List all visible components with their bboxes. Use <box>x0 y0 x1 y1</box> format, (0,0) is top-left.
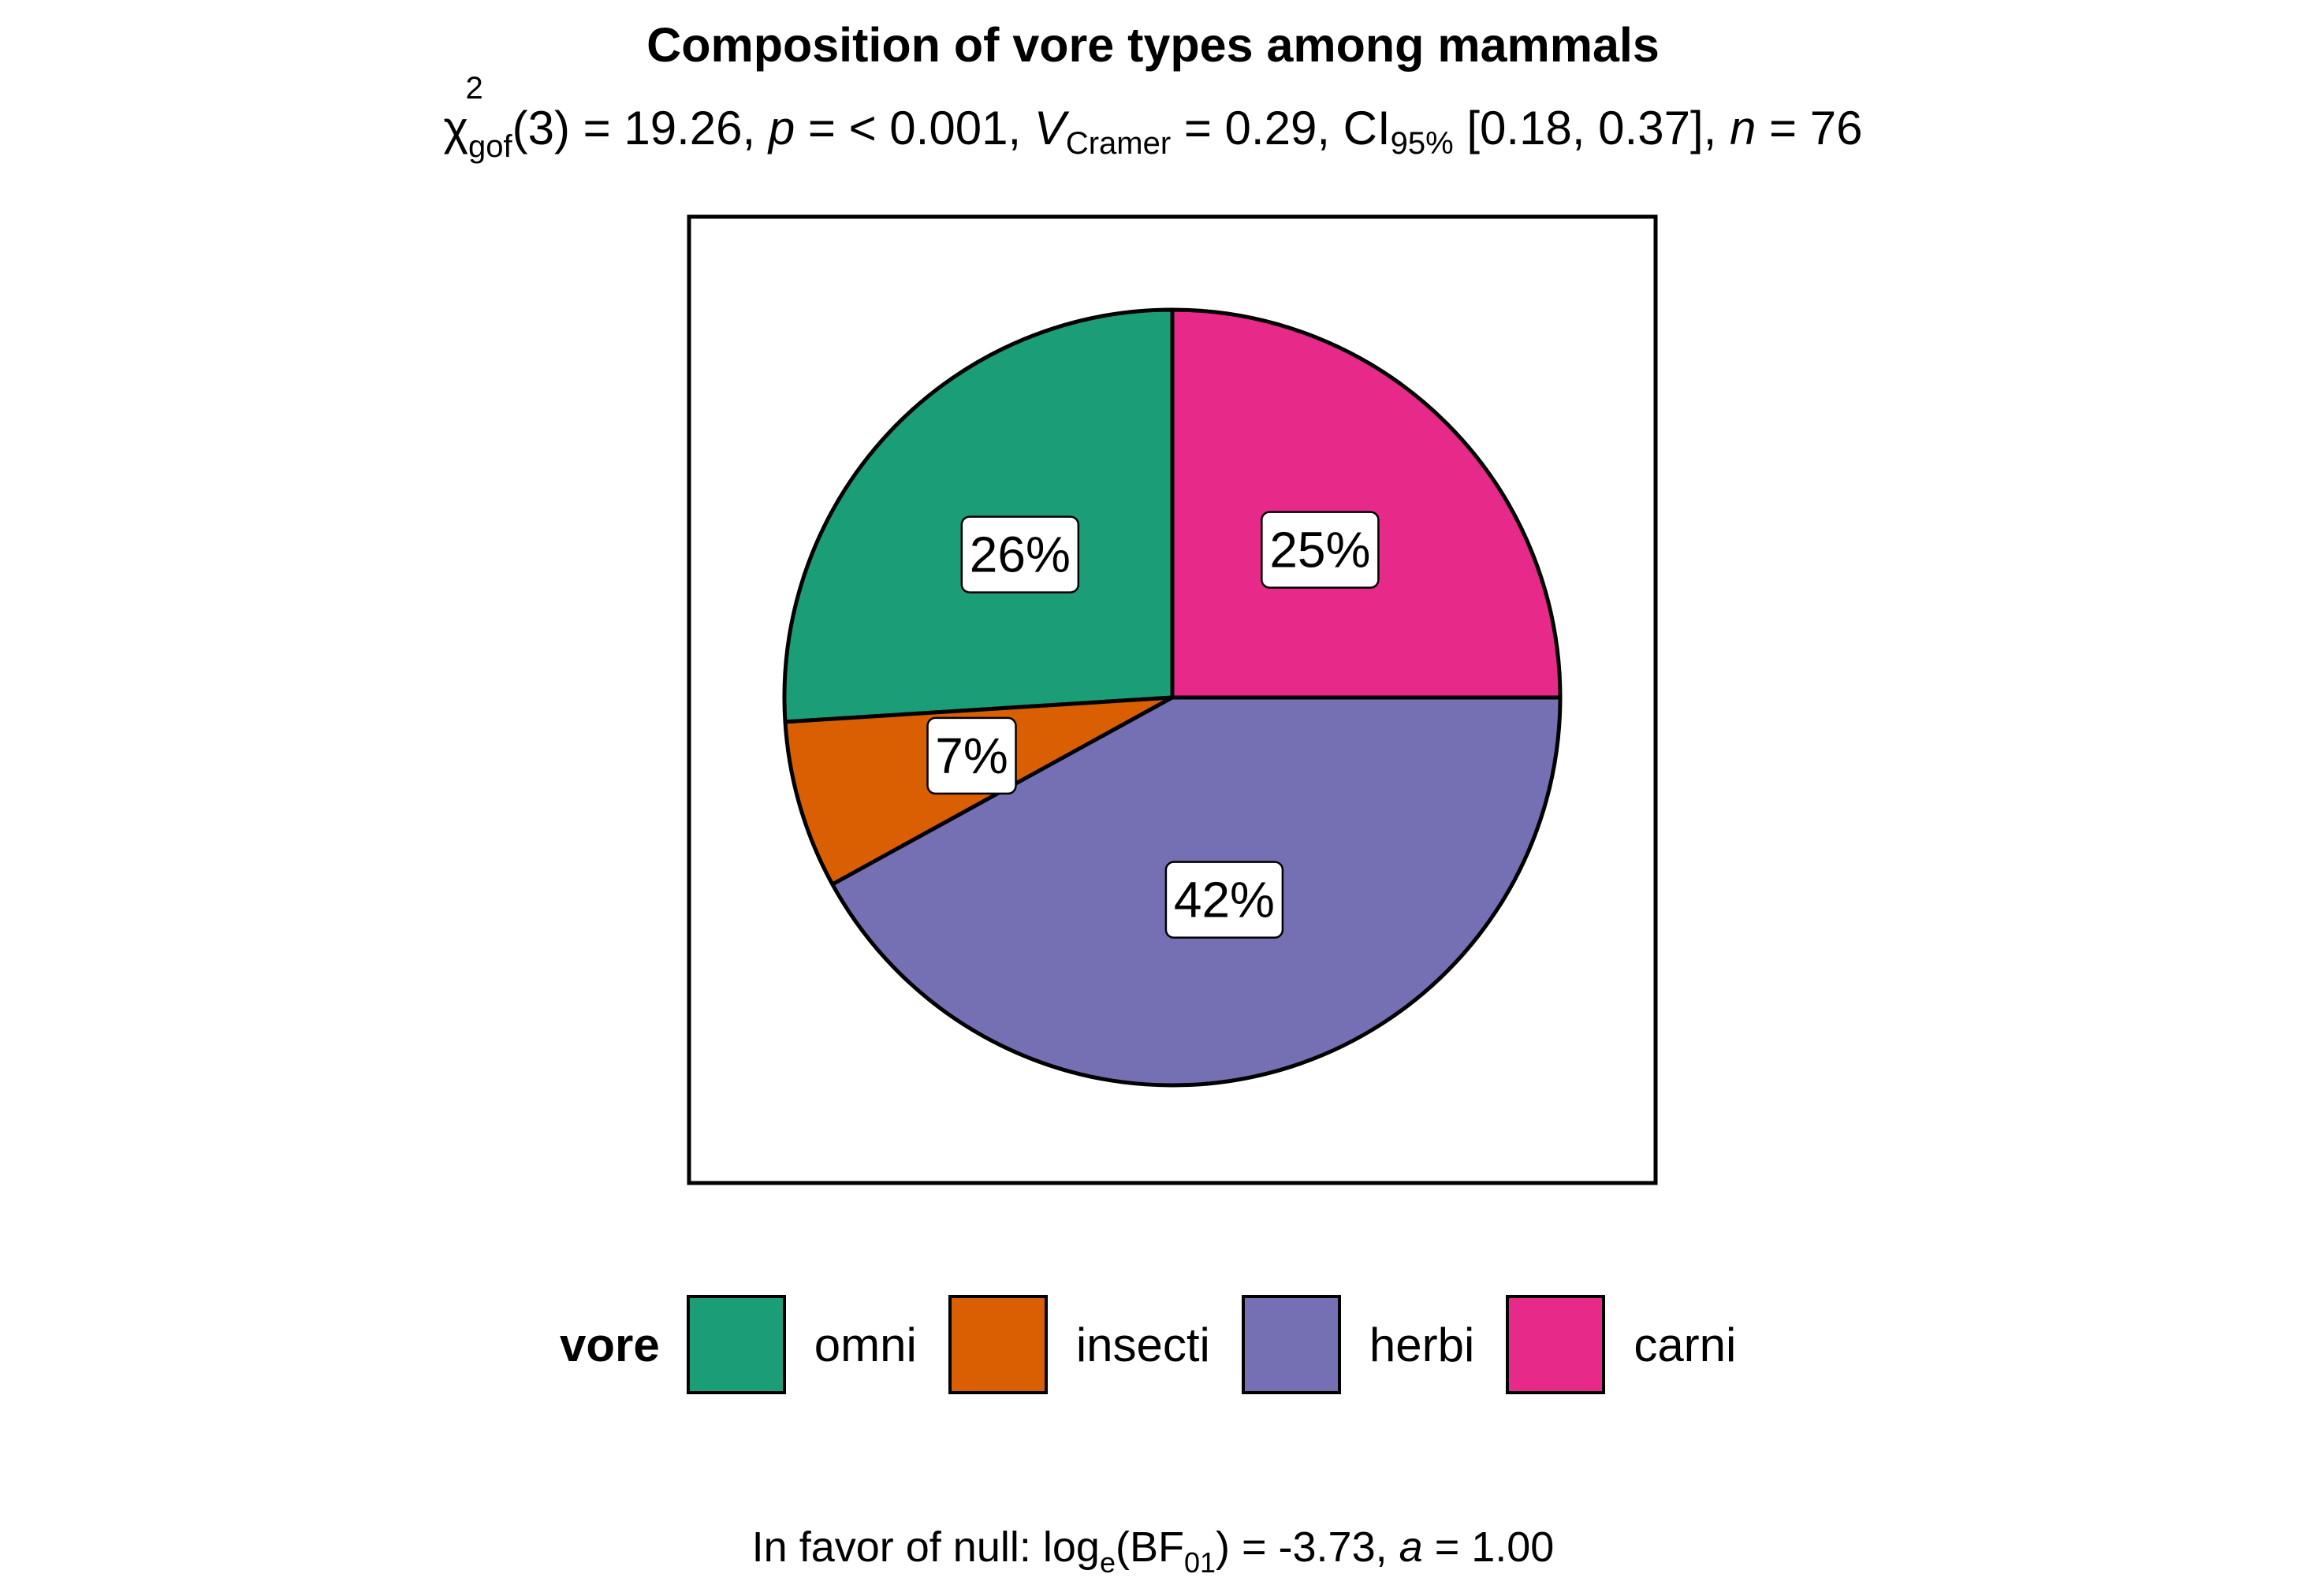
pie-labels: 26% 7% 42% 25% <box>926 511 1380 939</box>
slice-label-box <box>960 515 1080 593</box>
pie-slice-carni <box>1170 307 1563 700</box>
slice-label-box <box>1164 861 1284 939</box>
legend-items: omni insecti herbi carni <box>686 1295 1768 1394</box>
pie-slices <box>782 307 1563 1088</box>
legend-item-insecti: insecti <box>948 1295 1210 1394</box>
legend-item-herbi: herbi <box>1241 1295 1475 1394</box>
slice-label-box <box>926 716 1017 795</box>
slice-label-insecti: 7% <box>926 716 1017 795</box>
chart-subtitle: χ 2 gof(3) = 19.26, p = < 0.001, VCramer =… <box>443 71 1863 164</box>
legend-label-insecti: insecti <box>1075 1318 1210 1371</box>
chart-title: Composition of vore types among mammals <box>646 18 1660 72</box>
slice-label-box <box>1261 511 1380 589</box>
legend: vore omni insecti herbi carni <box>560 1291 1768 1398</box>
slice-label-text: 26% <box>970 526 1071 583</box>
slice-label-text: 42% <box>1174 872 1275 928</box>
plot-panel-border <box>687 214 1658 1185</box>
chi-square-subscript: gof <box>468 129 512 164</box>
slice-label-herbi: 42% <box>1164 861 1284 939</box>
slice-label-text: 7% <box>935 727 1008 784</box>
legend-key-carni <box>1506 1295 1606 1394</box>
legend-key-omni <box>686 1295 786 1394</box>
legend-label-carni: carni <box>1634 1318 1737 1371</box>
legend-item-omni: omni <box>686 1295 917 1394</box>
legend-item-carni: carni <box>1506 1295 1736 1394</box>
slice-label-omni: 26% <box>960 515 1080 593</box>
slice-label-carni: 25% <box>1261 511 1380 589</box>
slice-label-text: 25% <box>1269 522 1370 579</box>
legend-title: vore <box>560 1318 660 1371</box>
legend-key-insecti <box>948 1295 1048 1394</box>
chart-caption: In favor of null: loge(BF01) = -3.73, a … <box>751 1523 1555 1579</box>
legend-key-herbi <box>1241 1295 1341 1394</box>
legend-label-omni: omni <box>814 1318 917 1371</box>
legend-label-herbi: herbi <box>1369 1318 1475 1371</box>
